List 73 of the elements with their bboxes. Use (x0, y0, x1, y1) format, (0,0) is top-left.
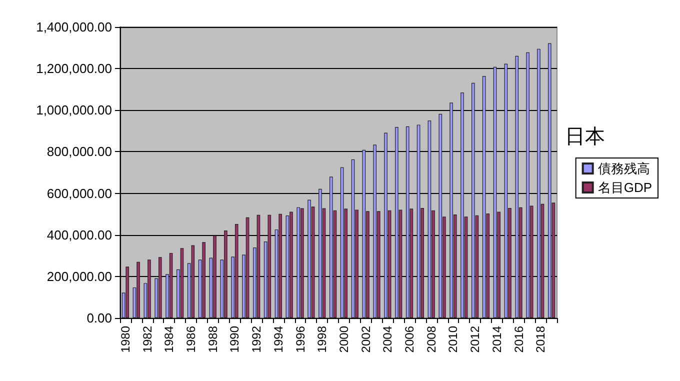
bar (126, 266, 130, 318)
bar (308, 200, 311, 318)
y-tick-label: 400,000.00 (46, 227, 112, 242)
bar (493, 66, 497, 318)
x-tick-label: 2012 (468, 326, 482, 353)
x-tick-label: 1992 (250, 326, 264, 353)
x-tick-label: 2002 (358, 326, 373, 353)
x-tick-label: 2016 (512, 326, 526, 353)
bar (278, 214, 282, 318)
bar (246, 217, 250, 318)
bar (472, 82, 475, 318)
bar (450, 102, 453, 318)
bar (191, 245, 195, 318)
bar (318, 188, 322, 318)
bar (384, 132, 388, 318)
bar (406, 126, 410, 318)
y-tick-label: 200,000.00 (46, 268, 112, 284)
bar (373, 144, 376, 318)
bar (158, 257, 162, 318)
x-tick-label: 1996 (293, 326, 308, 353)
bar (136, 262, 140, 318)
bar (504, 64, 508, 318)
y-tick-label: 1,000,000.00 (36, 102, 112, 118)
x-tick-label: 2018 (534, 326, 548, 353)
x-tick-label: 1982 (140, 326, 154, 353)
y-tick-label: 800,000.00 (46, 144, 112, 160)
x-tick-label: 1994 (271, 326, 286, 353)
x-tick-label: 1988 (206, 326, 220, 353)
bar (202, 242, 206, 318)
bar (296, 207, 300, 318)
x-tick-label: 2004 (380, 326, 395, 353)
x-tick-label: 1990 (228, 326, 242, 353)
x-tick-label: 2014 (490, 326, 504, 353)
x-tick-label: 1984 (162, 326, 176, 353)
bar (395, 126, 398, 318)
x-tick-label: 2000 (336, 326, 351, 353)
bar (340, 167, 344, 318)
x-tick-label: 1998 (315, 326, 330, 353)
bar (290, 212, 293, 318)
bar (169, 252, 173, 318)
bar (234, 224, 238, 318)
x-tick-label: 2006 (402, 326, 417, 353)
bar (362, 150, 366, 318)
bar (482, 76, 486, 318)
bar (224, 230, 228, 318)
y-tick-label: 0.00 (86, 310, 112, 326)
bar (438, 114, 442, 318)
bar (515, 56, 519, 318)
bar (537, 48, 540, 318)
x-tick-label: 2008 (424, 326, 438, 353)
bar (286, 216, 290, 318)
bar (300, 208, 304, 318)
legend-label: 債務残高 (598, 161, 650, 176)
bar (526, 52, 530, 318)
y-tick-label: 600,000.00 (46, 186, 112, 201)
x-tick-label: 1980 (118, 326, 132, 353)
bar (428, 120, 432, 318)
bar (268, 214, 272, 318)
y-tick-label: 1,200,000.00 (36, 61, 112, 76)
bar (548, 43, 552, 318)
x-tick-label: 1986 (184, 326, 198, 353)
bar (213, 235, 216, 318)
bar (329, 176, 333, 318)
bar (351, 159, 355, 318)
bar (416, 124, 420, 318)
y-tick-label: 1,400,000.00 (36, 20, 112, 34)
bar (460, 92, 464, 318)
legend-title: 日本 (565, 126, 605, 148)
legend-label: 名目GDP (598, 180, 652, 195)
bar (256, 214, 260, 318)
x-tick-label: 2010 (446, 326, 460, 353)
bar (148, 260, 151, 318)
bar (180, 248, 184, 318)
